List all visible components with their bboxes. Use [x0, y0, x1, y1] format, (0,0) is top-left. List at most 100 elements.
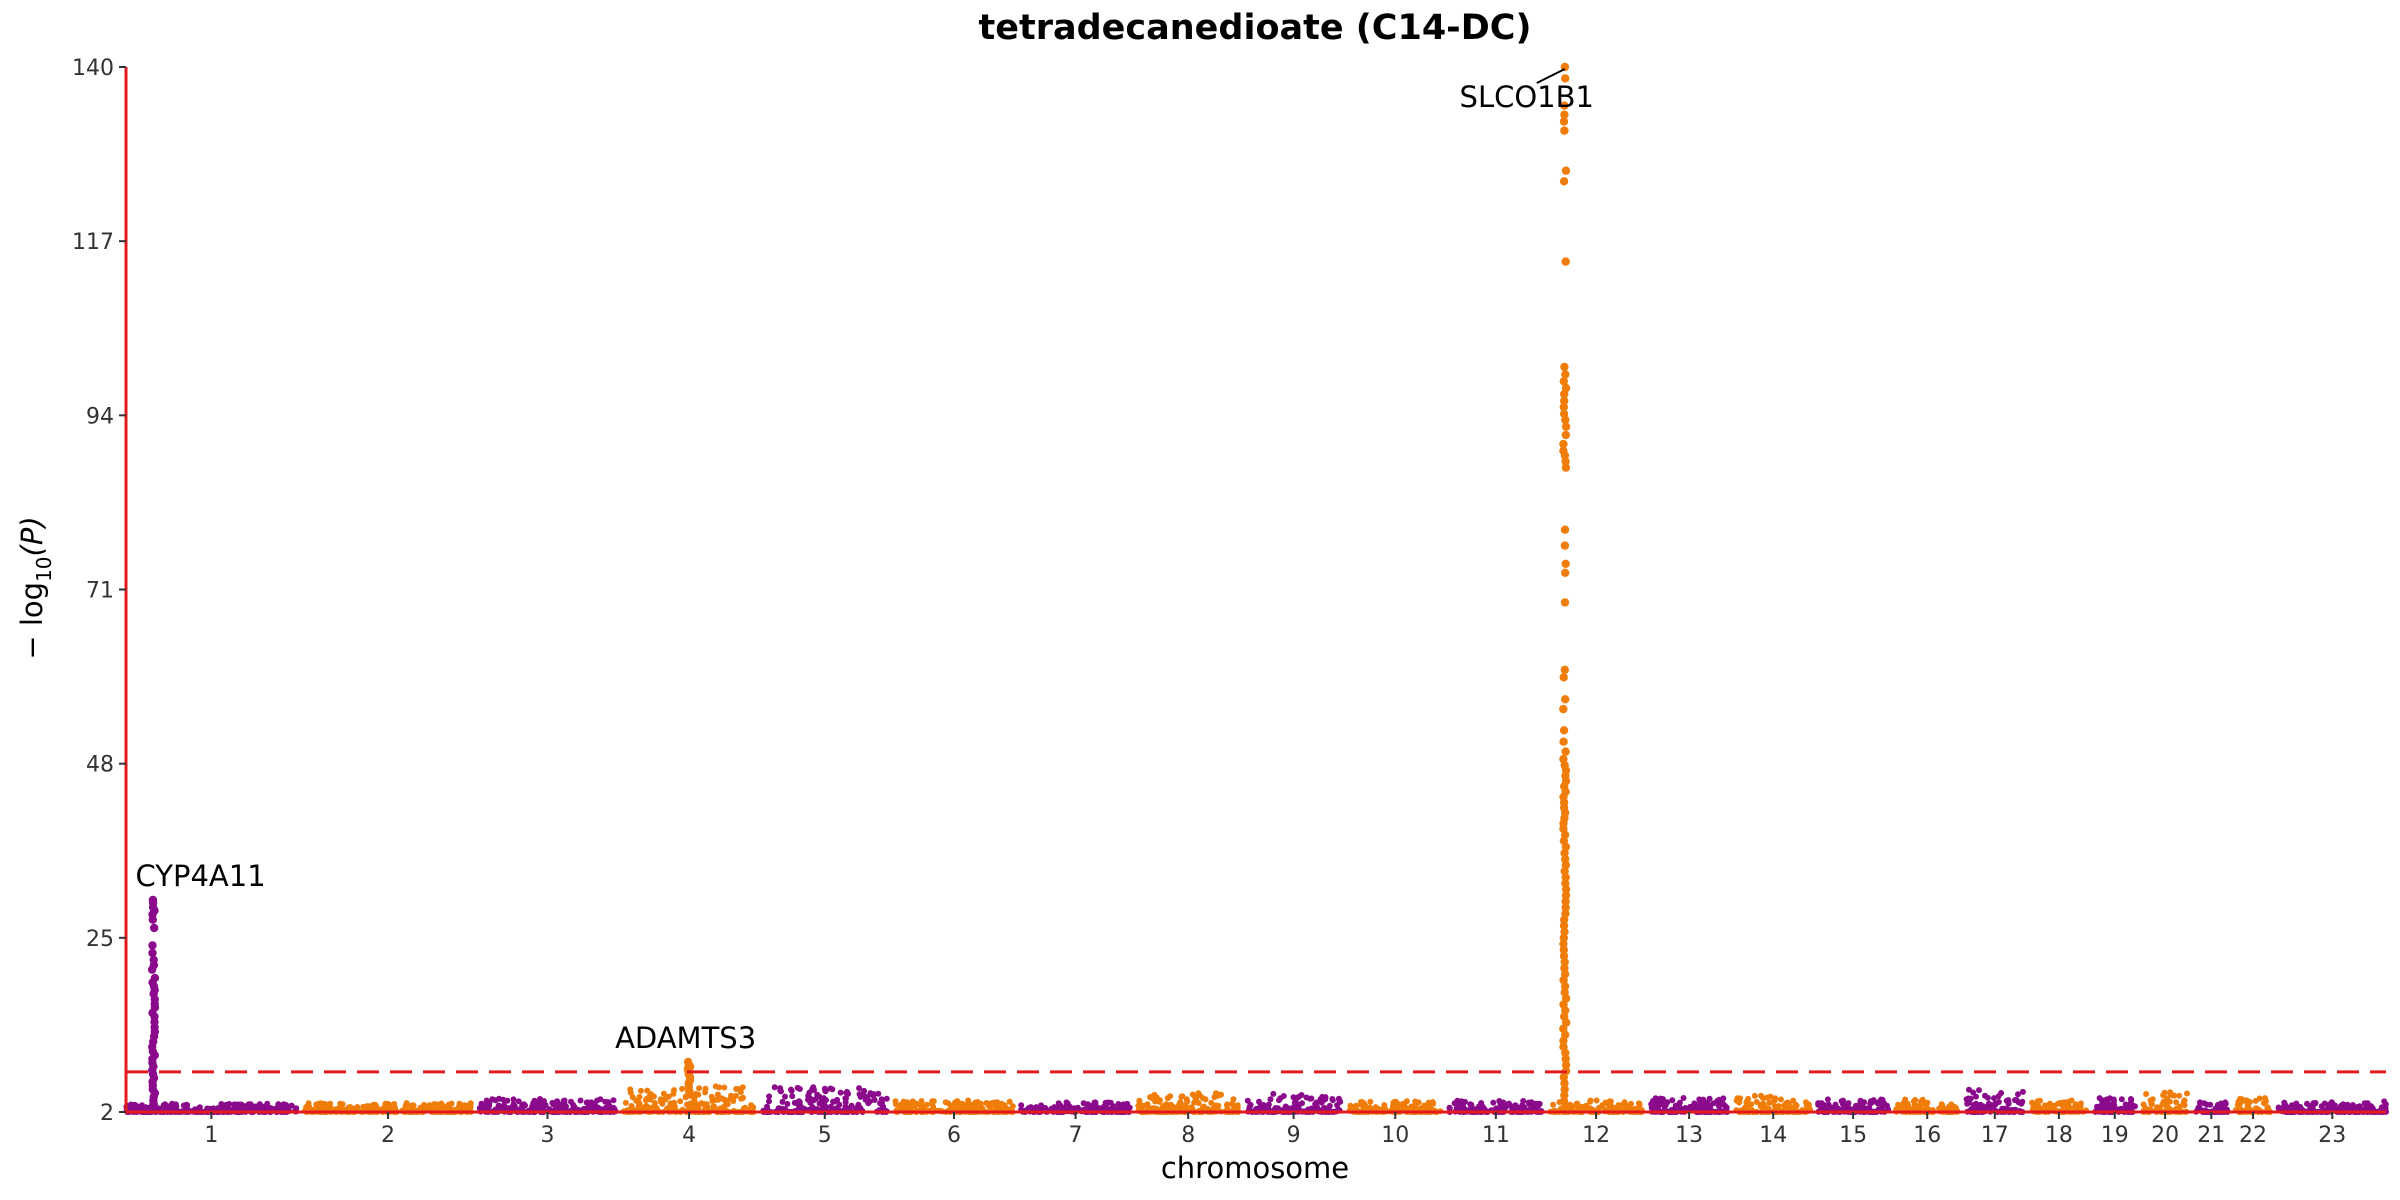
- data-point: [1460, 1105, 1467, 1112]
- data-point: [1191, 1099, 1198, 1106]
- data-point: [816, 1100, 823, 1107]
- data-point: [1991, 1095, 1997, 1102]
- data-point: [733, 1086, 740, 1092]
- data-point: [2243, 1097, 2250, 1104]
- data-point: [1561, 422, 1571, 431]
- data-point: [1824, 1096, 1831, 1103]
- data-point: [883, 1095, 890, 1102]
- x-tick-label: 14: [1759, 1123, 1787, 1148]
- data-point: [555, 1101, 562, 1108]
- y-tick-label: 117: [72, 230, 114, 255]
- x-tick-label: 21: [2197, 1123, 2225, 1148]
- data-point: [1096, 1105, 1103, 1112]
- data-point: [1722, 1102, 1729, 1109]
- data-point: [150, 923, 159, 933]
- x-tick-label: 4: [682, 1123, 696, 1148]
- data-point: [837, 1089, 844, 1096]
- data-point: [1691, 1100, 1698, 1107]
- data-point: [387, 1102, 394, 1109]
- data-point: [627, 1089, 634, 1096]
- data-point: [2005, 1097, 2012, 1104]
- data-point: [1208, 1099, 1215, 1106]
- data-point: [2065, 1098, 2072, 1105]
- data-point: [648, 1091, 654, 1098]
- data-point: [436, 1102, 442, 1109]
- data-point: [364, 1103, 371, 1110]
- data-point: [1593, 1097, 1600, 1104]
- data-point: [1147, 1093, 1154, 1100]
- data-point: [2184, 1090, 2190, 1097]
- data-point: [1074, 1104, 1081, 1111]
- data-point: [740, 1094, 746, 1101]
- x-tick-label: 16: [1913, 1123, 1941, 1148]
- data-point: [628, 1103, 635, 1109]
- data-point: [805, 1096, 811, 1103]
- data-point: [1560, 957, 1569, 967]
- data-point: [2015, 1091, 2021, 1098]
- data-point: [662, 1096, 669, 1103]
- data-point: [1195, 1100, 1202, 1107]
- data-point: [257, 1104, 263, 1111]
- data-point: [827, 1085, 834, 1092]
- data-point: [2104, 1099, 2111, 1106]
- data-point: [1276, 1097, 1282, 1104]
- data-point: [1825, 1101, 1832, 1108]
- data-point: [724, 1101, 731, 1108]
- x-tick-label: 10: [1381, 1123, 1409, 1148]
- data-point: [1358, 1101, 1365, 1108]
- data-point: [965, 1097, 972, 1104]
- data-point: [515, 1098, 522, 1105]
- data-point: [1560, 396, 1569, 406]
- x-tick-label: 7: [1069, 1123, 1083, 1148]
- data-point: [1632, 1105, 1639, 1112]
- data-point: [1107, 1099, 1114, 1106]
- x-tick-label: 12: [1582, 1123, 1610, 1148]
- x-tick-label: 13: [1675, 1123, 1703, 1148]
- data-point: [148, 948, 157, 958]
- gene-labels: CYP4A11 ADAMTS3 SLCO1B1: [136, 68, 1594, 1055]
- x-tick-label: 2: [381, 1123, 395, 1148]
- data-point: [1192, 1094, 1199, 1101]
- data-point: [1619, 1101, 1626, 1108]
- data-point: [1976, 1087, 1982, 1094]
- data-point: [510, 1096, 517, 1103]
- data-point: [1984, 1094, 1991, 1101]
- data-point: [1777, 1096, 1784, 1103]
- data-point: [165, 1104, 172, 1111]
- data-point: [1326, 1102, 1333, 1109]
- data-point: [2118, 1096, 2125, 1103]
- data-point: [948, 1102, 954, 1109]
- data-point: [685, 1090, 695, 1099]
- data-point: [1280, 1093, 1287, 1099]
- data-point: [1559, 921, 1569, 930]
- data-point: [2181, 1102, 2188, 1109]
- data-point: [1985, 1100, 1992, 1107]
- data-point: [629, 1094, 636, 1101]
- data-point: [1989, 1104, 1996, 1111]
- data-point: [1164, 1103, 1170, 1110]
- data-point: [1561, 415, 1570, 425]
- data-point: [2019, 1088, 2026, 1095]
- data-point: [1560, 126, 1569, 135]
- data-point: [862, 1096, 869, 1103]
- data-point: [1164, 1095, 1171, 1102]
- data-point: [670, 1090, 677, 1097]
- data-point: [1177, 1099, 1184, 1106]
- data-point: [1290, 1094, 1297, 1101]
- data-point: [2037, 1097, 2043, 1104]
- data-point: [1468, 1101, 1475, 1108]
- data-point: [1559, 377, 1569, 386]
- data-point: [1561, 463, 1571, 472]
- data-point: [1878, 1096, 1885, 1103]
- data-point: [1700, 1102, 1707, 1109]
- data-point: [147, 965, 157, 974]
- x-tick-label: 22: [2239, 1123, 2267, 1148]
- data-point: [842, 1099, 849, 1106]
- data-point: [1550, 1101, 1557, 1108]
- data-point: [1559, 726, 1569, 735]
- data-point: [221, 1103, 228, 1110]
- data-point: [1329, 1096, 1336, 1102]
- data-point: [1751, 1092, 1758, 1099]
- data-point: [1265, 1101, 1272, 1108]
- data-point: [1559, 402, 1569, 412]
